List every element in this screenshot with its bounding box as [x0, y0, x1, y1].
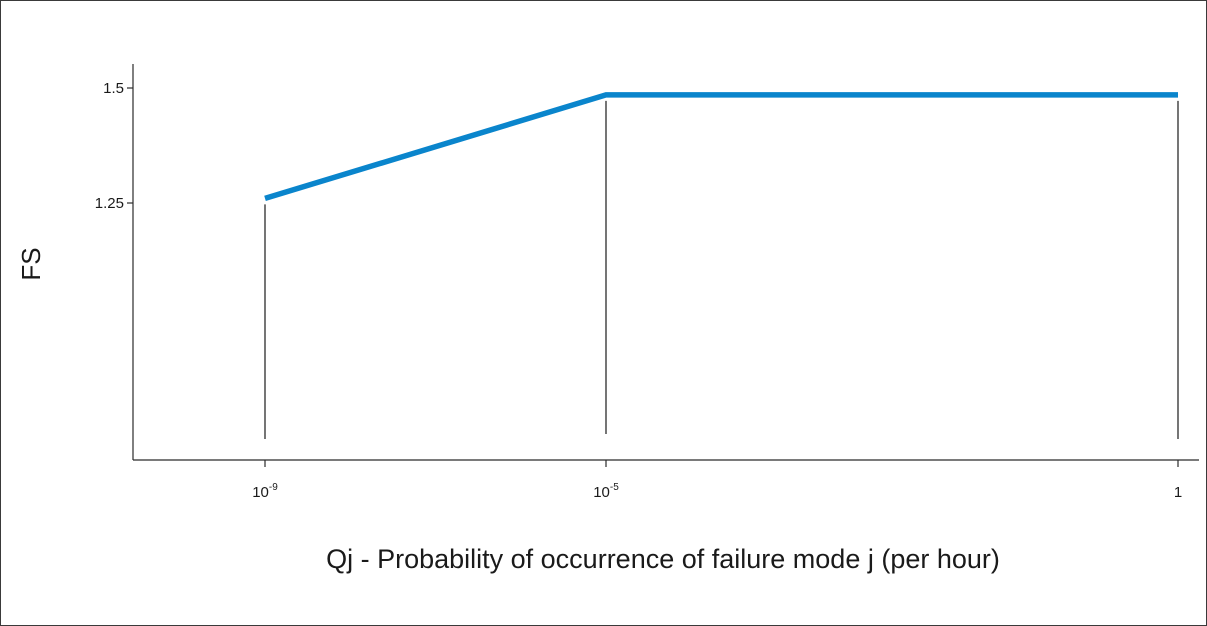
x-tick-label: 10-5 — [593, 482, 619, 501]
y-tick-label: 1.5 — [103, 80, 124, 97]
axes: 1.25 1.5 10-9 10-5 1 — [95, 64, 1199, 501]
series-group — [264, 92, 1179, 202]
series-line — [264, 92, 1178, 202]
y-axis-label: FS — [16, 247, 46, 280]
y-tick-label: 1.25 — [95, 195, 124, 212]
x-tick-label: 10-9 — [252, 482, 278, 501]
x-axis-label: Qj - Probability of occurrence of failur… — [326, 544, 1000, 574]
vertical-guide-lines — [264, 100, 1179, 439]
axis-labels: FS Qj - Probability of occurrence of fai… — [16, 247, 1000, 574]
x-tick-label: 1 — [1174, 484, 1182, 501]
